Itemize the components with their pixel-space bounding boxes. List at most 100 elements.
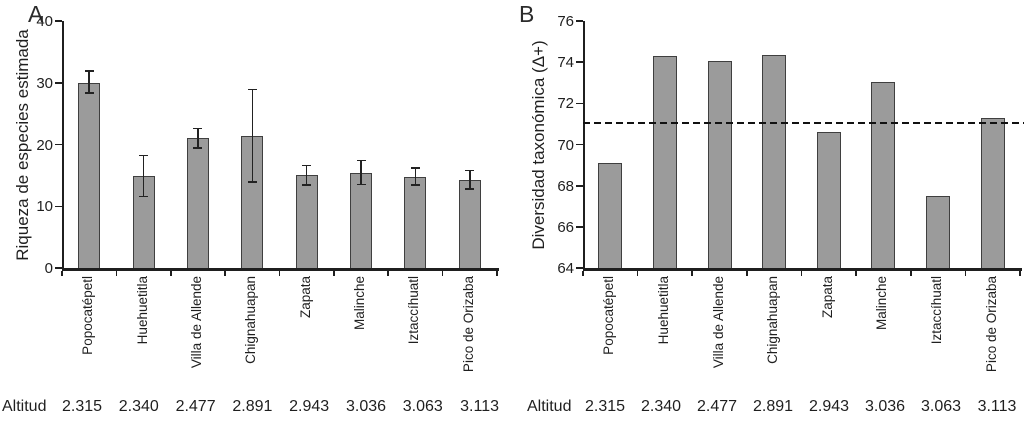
panel-a-altitude-row-label: Altitud: [2, 398, 47, 415]
bar: [926, 195, 951, 268]
altitude-value: 2.891: [752, 398, 794, 415]
altitude-value: 2.315: [584, 398, 626, 415]
bar: [707, 61, 732, 268]
altitude-value: 3.113: [460, 398, 500, 415]
x-tick: [636, 270, 639, 276]
y-tick: [55, 205, 62, 208]
y-tick: [55, 20, 62, 22]
altitude-value: 3.036: [864, 398, 906, 415]
altitude-value: 2.315: [61, 398, 103, 415]
category-label-text: Malinche: [874, 276, 890, 331]
y-tick: [55, 82, 62, 84]
category-label-text: Zapata: [819, 276, 835, 319]
error-bar-cap: [84, 70, 94, 72]
y-tick-label: 0: [44, 260, 53, 277]
y-tick: [55, 143, 62, 146]
y-tick: [55, 267, 62, 269]
altitude-value: 2.477: [696, 398, 738, 415]
y-tick: [576, 184, 583, 187]
error-bar-cap: [356, 159, 366, 162]
error-bar-cap: [356, 183, 366, 186]
y-tick: [576, 102, 583, 105]
x-tick: [691, 270, 694, 276]
error-bar-cap: [193, 127, 203, 130]
x-tick: [441, 270, 444, 276]
category-label: Iztaccíhuatl: [406, 276, 424, 344]
y-tick: [576, 226, 583, 228]
x-tick: [1019, 270, 1021, 276]
panel-a-letter: A: [28, 1, 44, 27]
error-bar-cap: [302, 184, 312, 187]
bar: [816, 132, 841, 268]
error-bar-cap: [193, 147, 203, 149]
y-tick-label: 10: [36, 198, 53, 216]
error-bar-cap: [410, 167, 420, 169]
y-axis: [583, 21, 585, 270]
x-tick: [582, 270, 584, 276]
category-label-text: Malinche: [352, 276, 368, 331]
altitude-value: 3.113: [977, 398, 1017, 415]
y-tick-label: 68: [557, 177, 574, 195]
category-label: Popocatépetl: [80, 276, 98, 355]
category-label-text: Huehuetitla: [655, 276, 671, 345]
y-tick: [576, 143, 583, 146]
error-bar-cap: [84, 92, 94, 95]
bar: [78, 82, 101, 268]
altitude-value: 3.063: [402, 398, 443, 415]
x-tick: [115, 270, 118, 276]
y-axis: [62, 21, 64, 270]
category-label: Huehuetitla: [135, 276, 153, 344]
category-label: Villa de Allende: [711, 276, 729, 368]
x-tick: [224, 270, 226, 276]
x-axis: [62, 268, 499, 271]
y-tick: [576, 20, 583, 22]
altitude-value: 3.063: [920, 398, 962, 415]
bar: [762, 54, 787, 268]
error-bar: [360, 160, 362, 185]
category-label: Pico de Orizaba: [984, 276, 1002, 372]
category-label-text: Zapata: [297, 276, 313, 319]
category-label: Chignahuapan: [765, 276, 783, 364]
x-tick: [278, 270, 281, 276]
error-bar: [197, 128, 199, 149]
y-tick-label: 30: [36, 74, 53, 92]
y-tick-label: 76: [557, 13, 574, 30]
reference-line: [583, 121, 1024, 124]
y-tick-label: 72: [557, 95, 574, 113]
category-label: Pico de Orizaba: [461, 276, 479, 372]
category-label-text: Iztaccíhuatl: [929, 276, 945, 345]
error-bar: [142, 155, 145, 197]
error-bar: [251, 89, 254, 183]
x-tick: [964, 270, 967, 276]
x-tick: [169, 270, 172, 276]
error-bar-cap: [247, 181, 257, 183]
y-tick-label: 66: [557, 218, 574, 236]
error-bar: [414, 167, 417, 186]
x-axis: [583, 268, 1022, 271]
x-tick: [909, 270, 912, 276]
error-bar-cap: [465, 188, 475, 190]
bar: [598, 163, 623, 268]
category-label-text: Huehuetitla: [134, 276, 150, 345]
error-bar-cap: [139, 154, 149, 157]
altitude-value: 3.036: [345, 398, 387, 415]
altitude-value: 2.891: [232, 398, 273, 415]
category-label-text: Pico de Orizaba: [460, 276, 476, 373]
error-bar-cap: [139, 195, 149, 198]
error-bar: [469, 170, 471, 189]
category-label: Huehuetitla: [656, 276, 674, 344]
y-tick-label: 64: [557, 260, 574, 277]
bar: [458, 180, 481, 268]
bar: [295, 175, 318, 268]
panel-b-altitude-row-label: Altitud: [527, 398, 572, 415]
category-label-text: Villa de Allende: [710, 276, 726, 369]
category-label-text: Popocatépetl: [80, 276, 96, 355]
x-tick: [387, 270, 390, 276]
category-label-text: Chignahuapan: [243, 276, 259, 364]
x-tick: [855, 270, 857, 276]
y-tick-label: 74: [557, 54, 574, 72]
bar: [980, 117, 1005, 268]
error-bar-cap: [302, 164, 312, 167]
altitude-value: 2.943: [289, 398, 330, 415]
